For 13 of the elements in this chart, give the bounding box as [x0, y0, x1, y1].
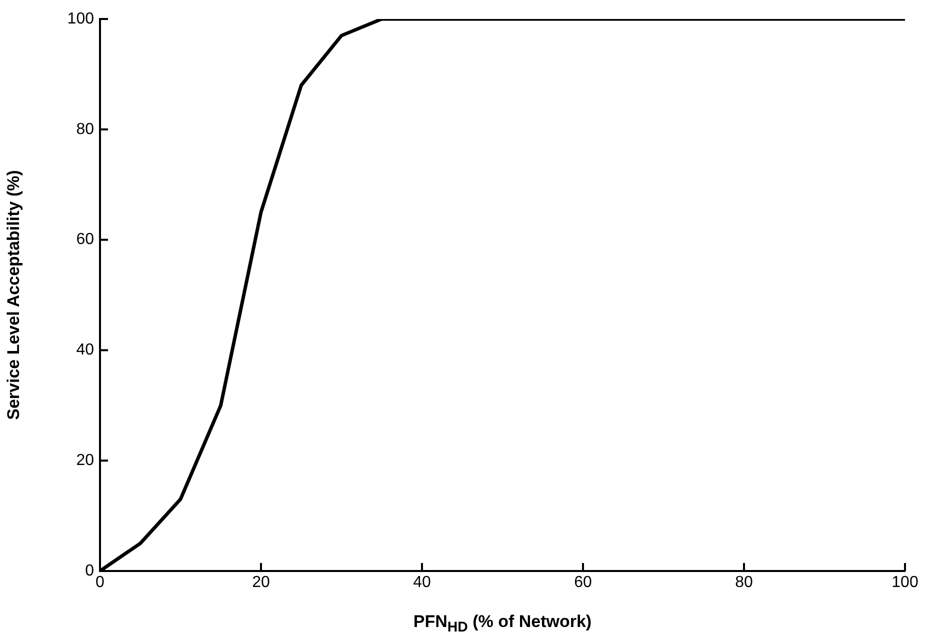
- x-tick-label: 20: [252, 574, 270, 592]
- y-tick-label: 40: [76, 342, 94, 359]
- x-tick-label: 60: [574, 574, 592, 592]
- y-tick-label: 0: [85, 562, 94, 580]
- y-tick-label: 100: [67, 10, 94, 28]
- y-tick-label: 80: [76, 120, 94, 138]
- x-tick-label: 100: [892, 574, 918, 592]
- y-tick-label: 60: [76, 231, 94, 248]
- y-axis-title: Service Level Acceptability (%): [4, 170, 23, 420]
- y-tick-label: 20: [76, 452, 94, 470]
- x-tick-label: 80: [735, 574, 753, 592]
- x-tick-label: 40: [413, 574, 431, 592]
- x-axis-title: PFN$_{HD}$ (% of Network): [412, 612, 593, 636]
